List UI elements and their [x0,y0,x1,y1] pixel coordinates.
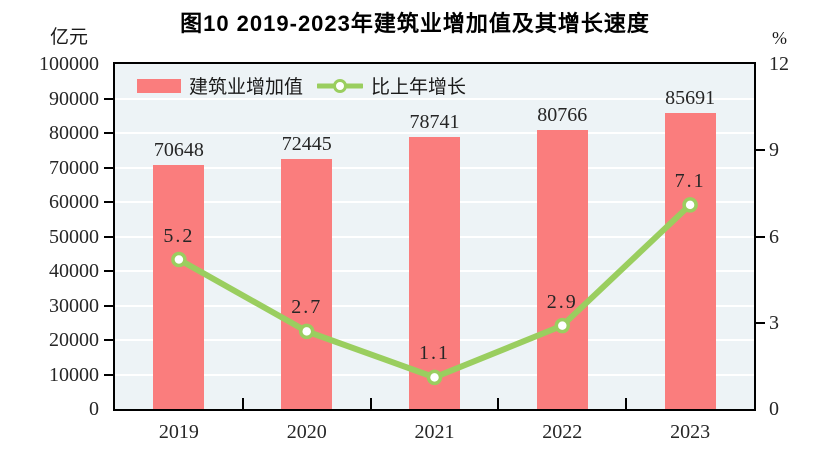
x-axis-tick-mark [369,398,372,409]
x-axis-label: 2022 [542,421,583,443]
growth-value-label: 5.2 [163,224,195,247]
y-axis-tick-label-right: 9 [769,139,779,162]
y-axis-tick-mark-right [756,149,765,152]
y-axis-tick-mark-right [756,235,765,238]
chart-title: 图10 2019-2023年建筑业增加值及其增长速度 [180,11,650,36]
growth-value-label: 2.9 [546,290,578,313]
left-axis-unit: 亿元 [50,27,89,48]
y-axis-tick-label-right: 3 [769,311,779,334]
y-axis-tick-label-left: 30000 [49,294,99,317]
x-axis-label: 2023 [670,421,711,443]
bar-2022 [536,130,588,409]
y-axis-tick-label-left: 60000 [49,191,99,213]
y-axis-tick-label-left: 70000 [49,156,99,179]
line-point-marker [554,317,571,334]
y-axis-tick-label-right: 6 [769,225,779,248]
y-axis-tick-label-left: 80000 [49,122,99,144]
x-axis-label: 2020 [286,421,327,443]
right-axis-unit: % [772,28,787,48]
plot-area: 建筑业增加值 比上年增长 70648 72445 78741 80766 85691 5.… [113,62,756,411]
bar-2020 [281,159,333,409]
bar-value-label: 80766 [537,104,588,127]
legend-line-label: 比上年增长 [371,77,467,98]
y-axis-tick-mark-left [104,166,113,169]
bar-value-label: 72445 [281,133,332,156]
y-axis-tick-mark-left [104,97,113,100]
bar-2023 [664,113,716,409]
bar-value-label: 85691 [665,87,716,110]
y-axis-tick-label-left: 20000 [49,329,99,351]
line-point-marker [682,197,698,213]
x-axis-tick-mark [241,398,244,409]
y-axis-tick-mark-left [104,270,113,272]
legend-line-marker-icon [317,78,364,93]
y-axis-tick-label-left: 40000 [49,260,99,282]
line-point-marker [426,369,443,386]
y-axis-tick-label-left: 0 [89,398,99,420]
line-point-marker [298,323,315,340]
y-axis-tick-label-left: 90000 [49,87,99,110]
y-axis-tick-mark-left [104,339,113,341]
y-axis-tick-label-left: 100000 [39,53,99,75]
y-axis-tick-mark-left [104,304,113,307]
bar-value-label: 78741 [409,111,460,134]
y-axis-tick-label-right: 12 [769,53,789,75]
bar-2021 [409,137,460,409]
gridline [115,97,754,100]
legend-bar-swatch-icon [137,78,181,93]
x-axis-tick-mark [497,398,500,409]
y-axis-tick-mark-left [104,132,113,134]
legend: 建筑业增加值 比上年增长 [137,72,466,99]
line-point-marker [171,251,187,268]
y-axis-tick-mark-left [104,373,113,376]
gridline [115,132,754,134]
bar-2019 [153,165,205,409]
y-axis-tick-mark-left [104,235,113,238]
y-axis-tick-mark-right [756,321,765,324]
y-axis-tick-label-left: 10000 [49,363,99,386]
x-axis-tick-mark [625,398,628,409]
legend-bar-label: 建筑业增加值 [189,77,304,98]
x-axis-label: 2021 [414,421,455,443]
growth-value-label: 2.7 [291,296,323,319]
x-axis-label: 2019 [158,421,199,443]
bar-value-label: 70648 [153,139,204,162]
y-axis-tick-mark-left [104,201,113,203]
growth-line-layer [171,197,698,386]
y-axis-tick-label-left: 50000 [49,225,99,248]
growth-value-label: 7.1 [674,169,706,192]
y-axis-tick-label-right: 0 [769,398,779,420]
growth-value-label: 1.1 [419,342,450,365]
